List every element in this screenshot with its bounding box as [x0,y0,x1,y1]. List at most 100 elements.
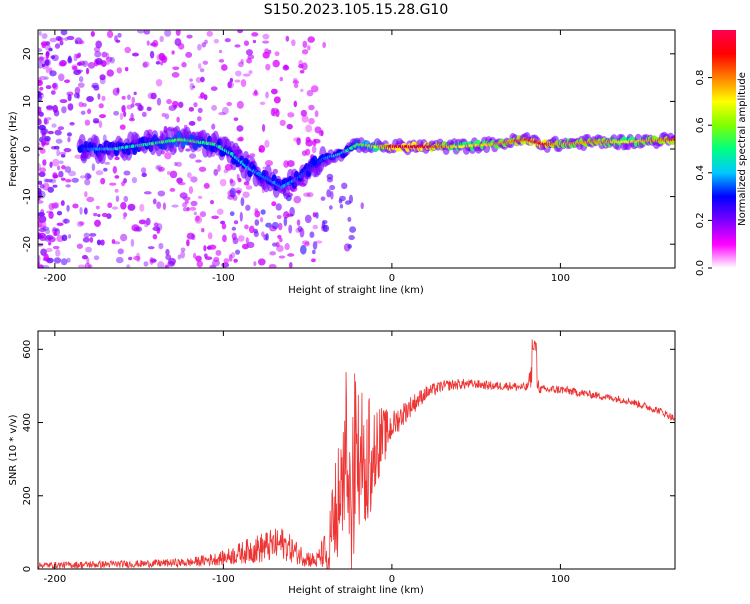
spectrogram-noise-blob [99,74,106,81]
spectrogram-noise-blob [196,116,202,122]
spectrogram-noise-blob [180,250,186,259]
spectrogram-noise-blob [147,92,154,100]
spectrogram-noise-blob [203,245,207,252]
spectrogram-noise-blob [49,178,57,184]
y-tick-label: 10 [22,95,33,108]
spectrogram-noise-blob [223,258,230,264]
spectrogram-noise-blob [171,204,179,208]
spectrogram-noise-blob [52,174,59,179]
spectrogram-noise-blob [293,195,302,204]
spectrogram-noise-blob [229,77,234,83]
spectrogram-noise-blob [300,88,304,93]
spectrogram-noise-blob [301,49,309,55]
spectrogram-noise-blob [243,40,250,46]
spectrogram-noise-blob [322,41,327,49]
spectrogram-noise-blob [74,154,82,159]
spectrogram-noise-blob [90,30,95,37]
spectrogram-noise-blob [47,130,54,135]
spectrogram-noise-blob [272,242,278,247]
spectrogram-noise-blob [348,235,355,241]
spectrogram-noise-blob [56,222,64,227]
spectrogram-noise-blob [198,195,203,199]
spectrogram-noise-blob [208,244,217,250]
spectrogram-noise-blob [321,220,326,230]
y-tick-label: 200 [22,486,33,505]
spectrogram-noise-blob [301,240,310,245]
spectrogram-noise-blob [229,178,234,184]
spectrogram-noise-blob [39,75,47,81]
spectrogram-noise-blob [171,72,180,78]
spectrogram-noise-blob [84,262,91,268]
spectrogram-noise-blob [236,125,244,132]
spectrogram-noise-blob [95,205,100,210]
spectrogram-noise-blob [253,228,259,234]
spectrogram-noise-blob [45,41,51,46]
spectrogram-noise-blob [254,208,259,213]
spectrogram-noise-blob [209,199,215,205]
spectrogram-noise-blob [339,203,344,209]
spectrogram-noise-blob [54,129,62,136]
spectrogram-noise-blob [58,170,64,178]
spectrogram-noise-blob [279,119,286,127]
spectrogram-noise-blob [152,39,159,48]
spectrogram-noise-blob [175,30,181,36]
spectrogram-noise-blob [120,201,127,210]
spectrogram-noise-blob [127,94,131,101]
spectrogram-noise-blob [211,215,219,220]
spectrogram-noise-blob [142,62,148,68]
spectrogram-noise-blob [74,86,81,95]
spectrogram-noise-blob [41,226,50,231]
spectrogram-noise-blob [271,201,277,207]
spectrogram-noise-blob [138,105,144,111]
spectrogram-noise-blob [91,163,96,171]
spectrogram-noise-blob [139,203,145,212]
spectrogram-noise-blob [239,211,243,222]
spectrogram-noise-blob [157,261,165,268]
spectrogram-noise-blob [60,258,68,266]
spectrogram-noise-blob [244,224,249,230]
spectrogram-noise-blob [240,58,244,64]
spectrogram-marks [38,30,675,268]
spectrogram-noise-blob [306,89,314,97]
spectrogram-noise-blob [188,106,195,112]
spectrogram-noise-blob [300,109,307,117]
spectrogram-noise-blob [262,51,270,59]
spectrogram-noise-blob [128,117,135,122]
spectrogram-noise-blob [219,220,226,225]
spectrogram-noise-blob [38,106,42,115]
spectrogram-noise-blob [56,210,63,216]
spectrogram-noise-blob [49,37,57,43]
spectrogram-noise-blob [196,260,204,268]
spectrogram-noise-blob [279,76,284,82]
spectrogram-noise-blob [87,108,92,115]
spectrogram-noise-blob [221,106,229,115]
x-tick-label: -100 [212,574,235,585]
spectrogram-noise-blob [199,211,207,218]
spectrogram-noise-blob [159,35,164,43]
spectrogram-noise-blob [48,203,55,211]
spectrogram-noise-blob [155,61,161,65]
spectrogram-noise-blob [83,232,90,238]
spectrogram-noise-blob [38,118,42,125]
spectrogram-noise-blob [49,161,53,168]
spectrogram-noise-blob [117,248,124,255]
spectrogram-noise-blob [190,200,198,207]
spectrogram-noise-blob [58,73,65,82]
spectrogram-noise-blob [66,204,70,212]
spectrogram-noise-blob [197,107,203,114]
spectrogram-noise-blob [299,70,305,74]
spectrogram-noise-blob [242,73,251,77]
spectrogram-noise-blob [189,78,193,82]
spectrogram-noise-blob [105,56,113,62]
spectrogram-noise-blob [265,160,273,167]
spectrogram-noise-blob [96,239,102,246]
spectrogram-noise-blob [44,58,52,67]
spectrogram-noise-blob [186,207,190,212]
spectrogram-noise-blob [76,69,83,73]
spectrogram-noise-blob [79,207,83,215]
spectrogram-noise-blob [320,196,326,201]
spectrogram-noise-blob [229,211,235,217]
spectrogram-noise-blob [339,195,346,202]
spectrogram-noise-blob [121,105,126,113]
spectrogram-noise-blob [115,39,121,43]
